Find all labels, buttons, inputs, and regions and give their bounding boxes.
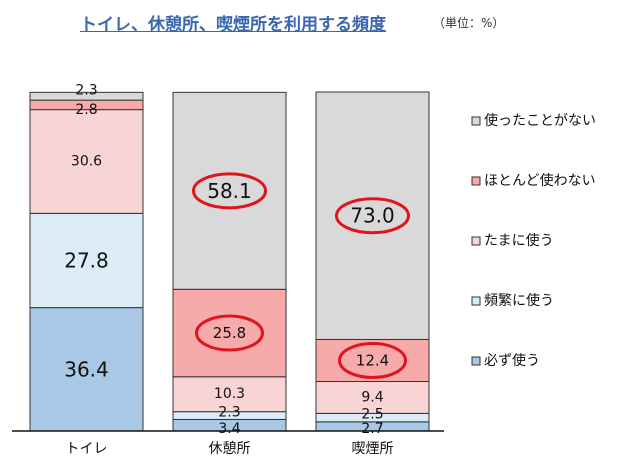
bar-segment bbox=[172, 91, 287, 290]
bar-segment bbox=[315, 91, 430, 340]
value-label: 2.3 bbox=[218, 405, 240, 421]
value-label: 27.8 bbox=[64, 248, 109, 272]
legend-label: ほとんど使わない bbox=[484, 172, 596, 189]
highlight-circle bbox=[192, 172, 267, 210]
highlight-circle bbox=[335, 197, 410, 235]
bar-segment bbox=[315, 381, 430, 414]
value-label: 2.7 bbox=[361, 421, 383, 437]
value-label: 36.4 bbox=[64, 357, 109, 381]
legend-swatch bbox=[471, 236, 481, 246]
bar-segment bbox=[172, 376, 287, 413]
bar-segment bbox=[172, 288, 287, 378]
value-label: 12.4 bbox=[356, 351, 389, 369]
value-label: 10.3 bbox=[214, 386, 245, 402]
value-label: 58.1 bbox=[207, 179, 252, 203]
bar-segment bbox=[29, 212, 144, 309]
value-label: 2.8 bbox=[75, 102, 97, 118]
chart-title: トイレ、休憩所、喫煙所を利用する頻度 bbox=[80, 15, 386, 35]
highlight-circle bbox=[338, 341, 407, 379]
legend-swatch bbox=[471, 296, 481, 306]
value-label: 3.4 bbox=[218, 421, 240, 437]
bar-segment bbox=[29, 91, 144, 101]
value-label: 30.6 bbox=[71, 153, 102, 169]
highlight-circle bbox=[195, 314, 264, 352]
legend-swatch bbox=[471, 116, 481, 126]
value-label: 25.8 bbox=[213, 324, 246, 342]
category-label: 休憩所 bbox=[209, 440, 251, 457]
bar-segment bbox=[29, 307, 144, 432]
legend-label: たまに使う bbox=[484, 232, 554, 249]
legend-label: 頻繁に使う bbox=[484, 292, 554, 309]
value-label: 73.0 bbox=[350, 204, 395, 228]
legend-swatch bbox=[471, 176, 481, 186]
legend-swatch bbox=[471, 356, 481, 366]
bar-segment bbox=[29, 109, 144, 214]
unit-label: （単位：%） bbox=[433, 16, 505, 30]
legend-label: 必ず使う bbox=[484, 352, 540, 369]
value-label: 2.5 bbox=[361, 406, 383, 422]
value-label: 2.3 bbox=[75, 82, 97, 98]
category-label: 喫煙所 bbox=[352, 441, 394, 457]
bar-segment bbox=[315, 338, 430, 383]
value-label: 9.4 bbox=[361, 389, 383, 405]
legend-label: 使ったことがない bbox=[484, 112, 596, 129]
category-label: トイレ bbox=[66, 441, 108, 457]
